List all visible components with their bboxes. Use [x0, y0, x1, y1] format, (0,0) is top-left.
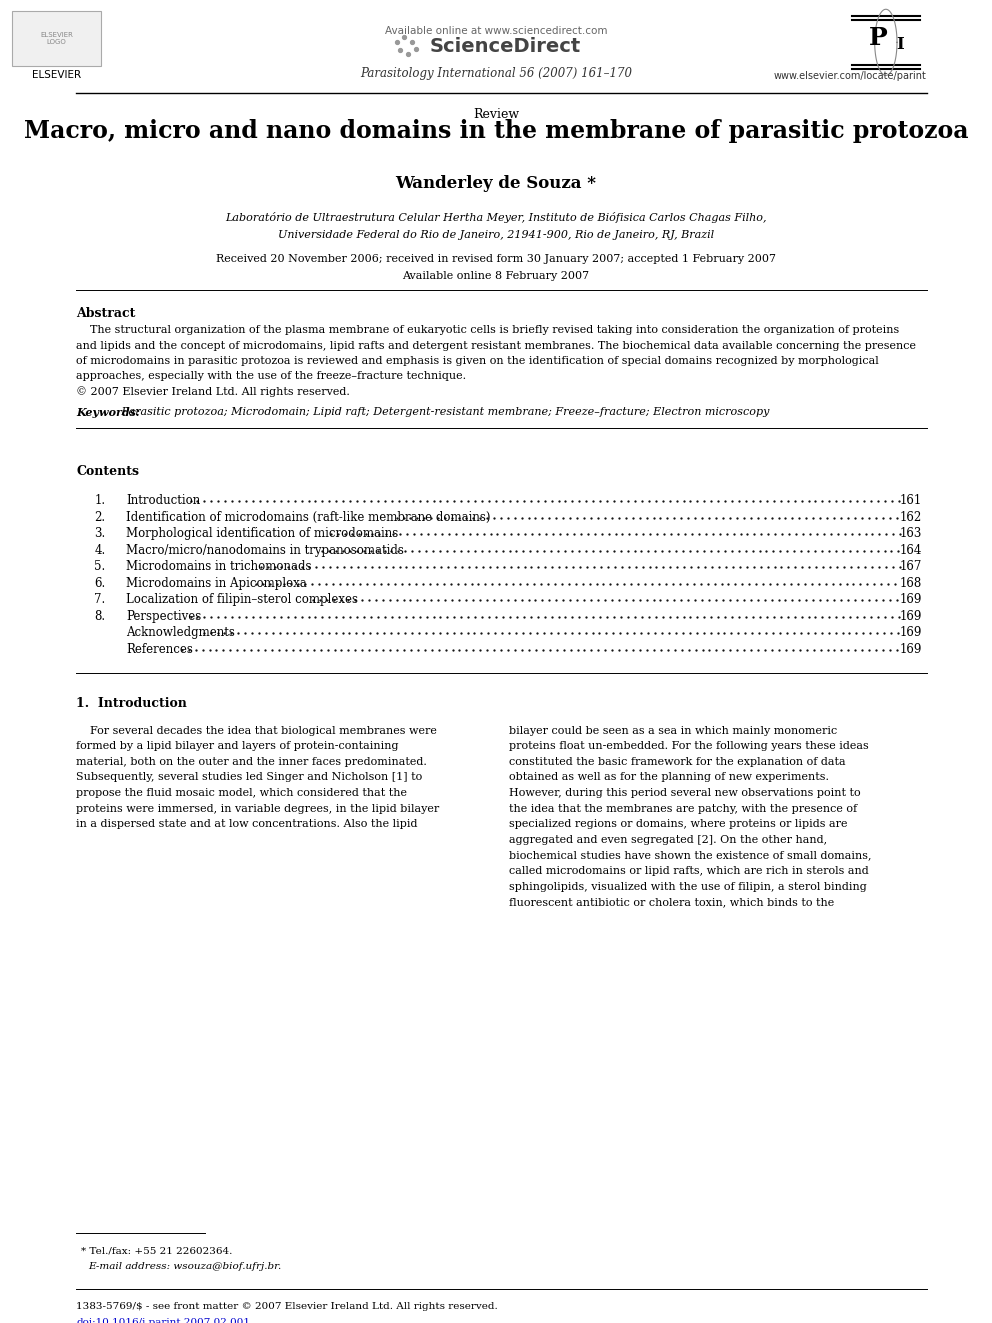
Text: proteins were immersed, in variable degrees, in the lipid bilayer: proteins were immersed, in variable degr…: [76, 803, 439, 814]
Text: 161: 161: [900, 493, 922, 507]
Text: doi:10.1016/j.parint.2007.02.001: doi:10.1016/j.parint.2007.02.001: [76, 1318, 250, 1323]
Text: sphingolipids, visualized with the use of filipin, a sterol binding: sphingolipids, visualized with the use o…: [509, 881, 867, 892]
Text: ELSEVIER: ELSEVIER: [32, 70, 81, 81]
Text: For several decades the idea that biological membranes were: For several decades the idea that biolog…: [76, 725, 437, 736]
Text: 163: 163: [899, 527, 922, 540]
Text: 162: 162: [900, 511, 922, 524]
Text: the idea that the membranes are patchy, with the presence of: the idea that the membranes are patchy, …: [509, 803, 857, 814]
Text: Laboratório de Ultraestrutura Celular Hertha Meyer, Instituto de Biófisica Carlo: Laboratório de Ultraestrutura Celular He…: [225, 212, 767, 222]
Text: 6.: 6.: [94, 577, 105, 590]
Text: of microdomains in parasitic protozoa is reviewed and emphasis is given on the i: of microdomains in parasitic protozoa is…: [76, 356, 879, 366]
Text: 169: 169: [899, 593, 922, 606]
Text: Introduction: Introduction: [126, 493, 200, 507]
Text: Contents: Contents: [76, 464, 140, 478]
Text: Universidade Federal do Rio de Janeiro, 21941-900, Rio de Janeiro, RJ, Brazil: Universidade Federal do Rio de Janeiro, …: [278, 230, 714, 241]
Text: P: P: [869, 26, 887, 50]
Text: Keywords:: Keywords:: [76, 406, 141, 418]
Text: Available online at www.sciencedirect.com: Available online at www.sciencedirect.co…: [385, 26, 607, 37]
Text: constituted the basic framework for the explanation of data: constituted the basic framework for the …: [509, 757, 845, 767]
Text: Received 20 November 2006; received in revised form 30 January 2007; accepted 1 : Received 20 November 2006; received in r…: [216, 254, 776, 265]
Text: Parasitic protozoa; Microdomain; Lipid raft; Detergent-resistant membrane; Freez: Parasitic protozoa; Microdomain; Lipid r…: [118, 406, 770, 417]
Text: E-mail address: wsouza@biof.ufrj.br.: E-mail address: wsouza@biof.ufrj.br.: [88, 1262, 282, 1271]
Text: Subsequently, several studies led Singer and Nicholson [1] to: Subsequently, several studies led Singer…: [76, 773, 423, 782]
Text: 8.: 8.: [94, 610, 105, 623]
Text: Microdomains in trichomonads: Microdomains in trichomonads: [126, 560, 311, 573]
Text: Review: Review: [473, 108, 519, 122]
Text: ScienceDirect: ScienceDirect: [430, 37, 580, 56]
Text: 168: 168: [900, 577, 922, 590]
Text: 5.: 5.: [94, 560, 105, 573]
Text: bilayer could be seen as a sea in which mainly monomeric: bilayer could be seen as a sea in which …: [509, 725, 837, 736]
Text: 7.: 7.: [94, 593, 105, 606]
Text: 169: 169: [899, 643, 922, 656]
Text: Morphological identification of microdomains: Morphological identification of microdom…: [126, 527, 398, 540]
Text: Abstract: Abstract: [76, 307, 136, 320]
Text: 164: 164: [899, 544, 922, 557]
Text: Identification of microdomains (raft-like membrane domains): Identification of microdomains (raft-lik…: [126, 511, 490, 524]
Text: References: References: [126, 643, 192, 656]
Text: 1.  Introduction: 1. Introduction: [76, 696, 187, 709]
Text: However, during this period several new observations point to: However, during this period several new …: [509, 789, 860, 798]
Text: approaches, especially with the use of the freeze–fracture technique.: approaches, especially with the use of t…: [76, 370, 466, 381]
Text: material, both on the outer and the inner faces predominated.: material, both on the outer and the inne…: [76, 757, 428, 767]
Text: 167: 167: [899, 560, 922, 573]
Text: Macro/micro/nanodomains in trypanosomatids: Macro/micro/nanodomains in trypanosomati…: [126, 544, 404, 557]
Text: 1383-5769/$ - see front matter © 2007 Elsevier Ireland Ltd. All rights reserved.: 1383-5769/$ - see front matter © 2007 El…: [76, 1302, 498, 1311]
Text: fluorescent antibiotic or cholera toxin, which binds to the: fluorescent antibiotic or cholera toxin,…: [509, 897, 834, 908]
Text: Acknowledgments: Acknowledgments: [126, 626, 235, 639]
Text: I: I: [896, 37, 904, 53]
Text: Localization of filipin–sterol complexes: Localization of filipin–sterol complexes: [126, 593, 358, 606]
Text: formed by a lipid bilayer and layers of protein-containing: formed by a lipid bilayer and layers of …: [76, 741, 399, 751]
Text: © 2007 Elsevier Ireland Ltd. All rights reserved.: © 2007 Elsevier Ireland Ltd. All rights …: [76, 386, 350, 397]
Text: 4.: 4.: [94, 544, 105, 557]
Text: aggregated and even segregated [2]. On the other hand,: aggregated and even segregated [2]. On t…: [509, 835, 827, 845]
Text: 169: 169: [899, 610, 922, 623]
Text: Macro, micro and nano domains in the membrane of parasitic protozoa: Macro, micro and nano domains in the mem…: [24, 119, 968, 143]
Text: 3.: 3.: [94, 527, 105, 540]
Text: and lipids and the concept of microdomains, lipid rafts and detergent resistant : and lipids and the concept of microdomai…: [76, 341, 917, 351]
Text: obtained as well as for the planning of new experiments.: obtained as well as for the planning of …: [509, 773, 829, 782]
Text: 2.: 2.: [94, 511, 105, 524]
Text: Available online 8 February 2007: Available online 8 February 2007: [403, 271, 589, 282]
Text: Perspectives: Perspectives: [126, 610, 201, 623]
Text: ELSEVIER
LOGO: ELSEVIER LOGO: [40, 32, 73, 45]
Text: Wanderley de Souza *: Wanderley de Souza *: [396, 175, 596, 192]
Text: The structural organization of the plasma membrane of eukaryotic cells is briefl: The structural organization of the plasm…: [76, 325, 900, 336]
Bar: [12, 11, 101, 66]
Text: called microdomains or lipid rafts, which are rich in sterols and: called microdomains or lipid rafts, whic…: [509, 867, 869, 876]
Text: propose the fluid mosaic model, which considered that the: propose the fluid mosaic model, which co…: [76, 789, 408, 798]
Text: * Tel./fax: +55 21 22602364.: * Tel./fax: +55 21 22602364.: [81, 1246, 233, 1256]
Text: Microdomains in Apicomplexa: Microdomains in Apicomplexa: [126, 577, 307, 590]
Text: 169: 169: [899, 626, 922, 639]
Text: in a dispersed state and at low concentrations. Also the lipid: in a dispersed state and at low concentr…: [76, 819, 418, 830]
Text: www.elsevier.com/locate/parint: www.elsevier.com/locate/parint: [774, 71, 927, 82]
Text: 1.: 1.: [94, 493, 105, 507]
Text: specialized regions or domains, where proteins or lipids are: specialized regions or domains, where pr…: [509, 819, 847, 830]
Text: proteins float un-embedded. For the following years these ideas: proteins float un-embedded. For the foll…: [509, 741, 869, 751]
Text: biochemical studies have shown the existence of small domains,: biochemical studies have shown the exist…: [509, 851, 871, 860]
Text: Parasitology International 56 (2007) 161–170: Parasitology International 56 (2007) 161…: [360, 67, 632, 81]
